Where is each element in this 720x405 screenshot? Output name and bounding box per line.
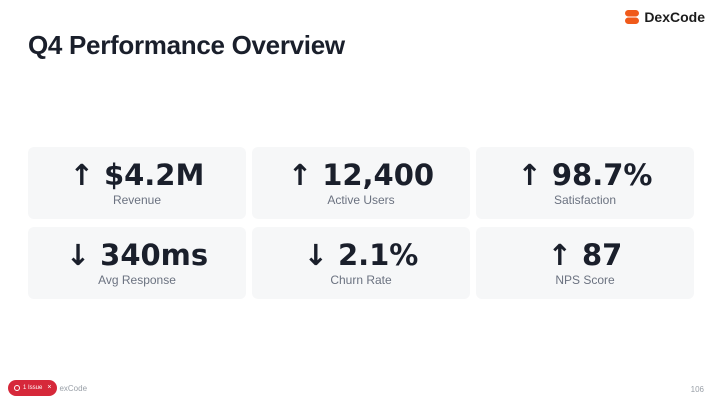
metric-card-satisfaction: ↑ 98.7% Satisfaction [476,147,694,219]
arrow-up-icon: ↑ [547,238,572,272]
arrow-down-icon: ↓ [303,238,328,272]
metric-value-row: ↓ 340ms [66,237,208,273]
arrow-up-icon: ↑ [69,158,94,192]
metric-label: Churn Rate [330,273,392,287]
metric-value: 340ms [100,238,209,272]
footer-brand-text: exCode [59,383,88,393]
metric-label: NPS Score [555,273,615,287]
metric-card-avg-response: ↓ 340ms Avg Response [28,227,246,299]
arrow-up-icon: ↑ [287,158,313,192]
issue-badge[interactable]: 1 Issue × [8,380,58,396]
metrics-grid: ↑ $4.2M Revenue ↑ 12,400 Active Users ↑ … [28,147,694,299]
issue-status-icon [14,385,20,391]
metric-card-revenue: ↑ $4.2M Revenue [28,147,246,219]
metric-label: Active Users [327,193,395,207]
close-icon[interactable]: × [47,384,52,391]
metric-value-row: ↑ 98.7% [518,157,653,193]
brand-logo-group: DexCode [624,9,705,25]
footer-left: 1 Issue × exCode [8,380,87,396]
arrow-down-icon: ↓ [65,238,91,272]
metric-value: $4.2M [103,158,205,192]
metric-value: 2.1% [337,238,419,272]
metric-value-row: ↑ $4.2M [70,157,205,193]
metric-card-nps-score: ↑ 87 NPS Score [476,227,694,299]
brand-name: DexCode [644,9,705,25]
issue-badge-label: 1 Issue [23,385,43,391]
dexcode-logo-icon [625,10,640,24]
arrow-up-icon: ↑ [517,158,542,192]
metric-value-row: ↓ 2.1% [304,237,419,273]
slide-title: Q4 Performance Overview [28,30,345,60]
metric-value-row: ↑ 87 [548,237,623,273]
metric-label: Revenue [112,193,162,207]
metric-value: 98.7% [551,158,653,192]
metric-value: 12,400 [322,158,435,192]
metric-card-active-users: ↑ 12,400 Active Users [252,147,470,219]
metric-label: Avg Response [98,273,176,287]
metric-value-row: ↑ 12,400 [288,157,434,193]
metric-value: 87 [581,238,623,272]
page-number: 106 [690,385,704,394]
metric-card-churn-rate: ↓ 2.1% Churn Rate [252,227,470,299]
metric-label: Satisfaction [553,193,617,207]
